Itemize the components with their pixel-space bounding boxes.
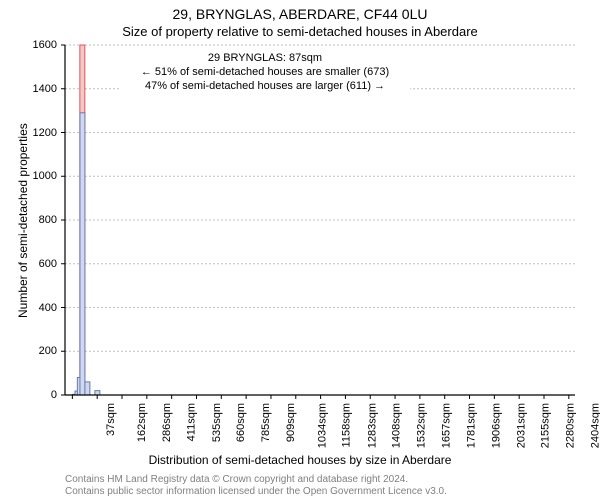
- x-tick: 286sqm: [161, 403, 173, 442]
- x-tick: 2031sqm: [515, 403, 527, 448]
- y-tick: 1600: [0, 39, 57, 51]
- x-tick: 1532sqm: [416, 403, 428, 448]
- y-tick: 800: [0, 214, 57, 226]
- x-tick: 2155sqm: [540, 403, 552, 448]
- x-tick: 535sqm: [211, 403, 223, 442]
- chart-container: 29, BRYNGLAS, ABERDARE, CF44 0LU Size of…: [0, 0, 600, 500]
- x-tick: 2280sqm: [564, 403, 576, 448]
- x-tick: 1408sqm: [391, 403, 403, 448]
- y-tick: 1000: [0, 170, 57, 182]
- x-tick: 1781sqm: [465, 403, 477, 448]
- y-tick: 0: [0, 389, 57, 401]
- x-tick: 37sqm: [105, 403, 117, 436]
- y-tick: 200: [0, 345, 57, 357]
- x-tick: 2404sqm: [589, 403, 600, 448]
- x-tick: 1034sqm: [316, 403, 328, 448]
- annotation-line2: ← 51% of semi-detached houses are smalle…: [120, 66, 410, 80]
- x-tick: 1283sqm: [366, 403, 378, 448]
- x-tick: 909sqm: [285, 403, 297, 442]
- annotation-line3: 47% of semi-detached houses are larger (…: [120, 80, 410, 94]
- x-tick: 1657sqm: [440, 403, 452, 448]
- y-tick: 1400: [0, 83, 57, 95]
- annotation-box: 29 BRYNGLAS: 87sqm ← 51% of semi-detache…: [120, 52, 410, 93]
- x-tick: 1906sqm: [490, 403, 502, 448]
- x-tick: 162sqm: [136, 403, 148, 442]
- credits-line1: Contains HM Land Registry data © Crown c…: [65, 474, 408, 485]
- x-tick: 1158sqm: [340, 403, 352, 447]
- annotation-line1: 29 BRYNGLAS: 87sqm: [120, 52, 410, 66]
- x-tick: 411sqm: [185, 403, 197, 441]
- credits-line2: Contains public sector information licen…: [65, 486, 447, 497]
- y-tick: 600: [0, 258, 57, 270]
- x-axis-label: Distribution of semi-detached houses by …: [0, 453, 600, 467]
- x-tick: 785sqm: [260, 403, 272, 442]
- x-tick: 660sqm: [236, 403, 248, 442]
- y-tick: 400: [0, 302, 57, 314]
- y-tick: 1200: [0, 127, 57, 139]
